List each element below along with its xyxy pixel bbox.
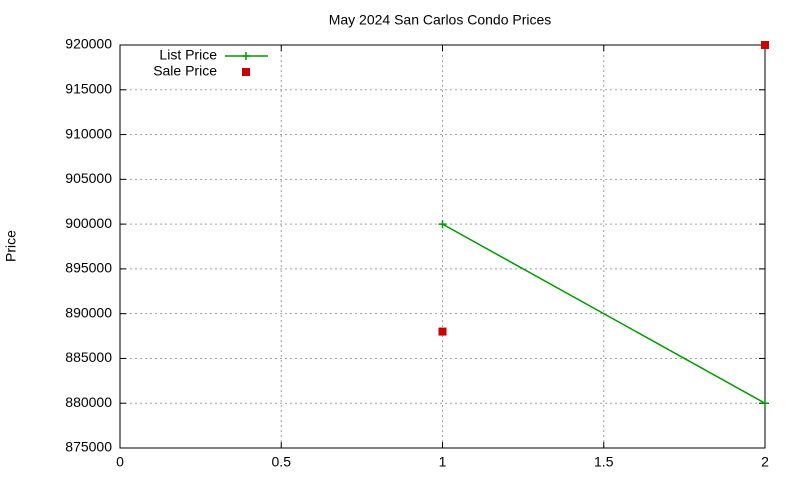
x-tick-label: 1.5 — [594, 454, 614, 470]
legend-marker — [242, 52, 250, 60]
y-axis-label: Price — [3, 230, 19, 262]
point — [438, 220, 447, 229]
legend-label: List Price — [159, 47, 217, 63]
y-tick-label: 875000 — [65, 439, 112, 455]
series-line — [442, 223, 766, 404]
y-tick-label: 920000 — [65, 36, 112, 52]
x-tick-label: 2 — [761, 454, 769, 470]
point — [761, 399, 769, 408]
plot-frame — [119, 44, 766, 449]
y-tick-label: 905000 — [65, 170, 112, 186]
y-tick-label: 885000 — [65, 349, 112, 365]
x-tick-label: 1 — [439, 454, 447, 470]
y-tick-label: 910000 — [65, 125, 112, 141]
y-tick-label: 895000 — [65, 260, 112, 276]
y-tick-label: 915000 — [65, 80, 112, 96]
legend-label: Sale Price — [153, 63, 217, 79]
x-tick-label: 0.5 — [272, 454, 292, 470]
chart-title: May 2024 San Carlos Condo Prices — [329, 12, 552, 28]
y-tick-label: 880000 — [65, 394, 112, 410]
y-tick-label: 890000 — [65, 304, 112, 320]
y-tick-label: 900000 — [65, 215, 112, 231]
legend-marker — [242, 68, 250, 76]
point — [438, 327, 447, 336]
x-tick-label: 0 — [116, 454, 124, 470]
point — [761, 41, 769, 49]
